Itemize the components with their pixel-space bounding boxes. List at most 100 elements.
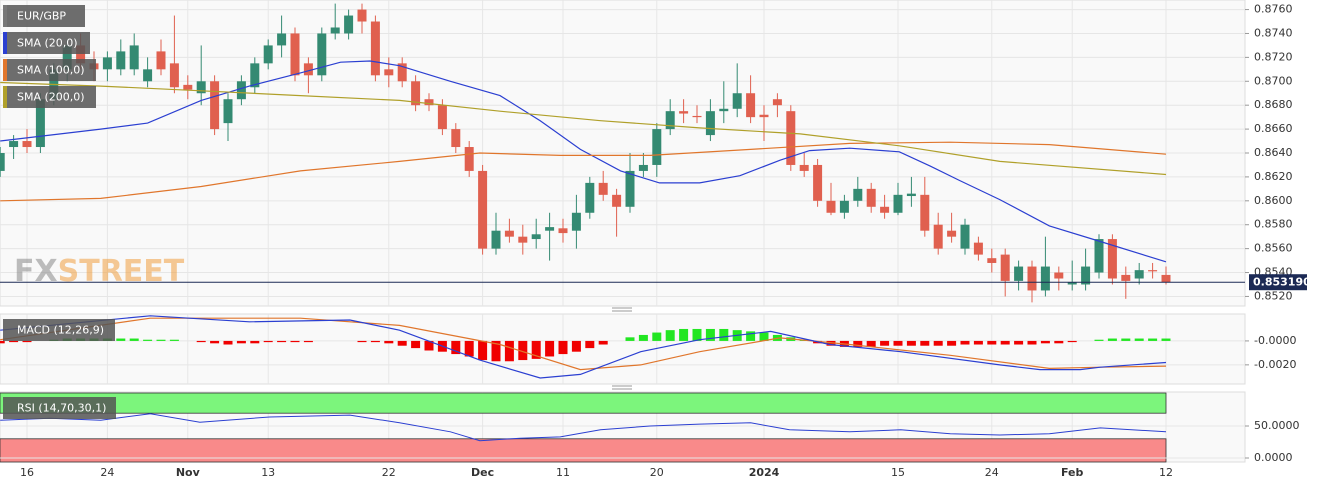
x-tick-label: 20 <box>650 466 664 479</box>
candle-body <box>303 63 313 76</box>
candle-body <box>478 170 488 249</box>
histogram-bar <box>1161 338 1171 341</box>
histogram-bar <box>129 338 139 341</box>
y-tick-label: 0.8700 <box>1254 74 1293 87</box>
candle-body <box>1067 282 1077 285</box>
histogram-bar <box>1014 340 1024 345</box>
candle-body <box>1027 266 1037 291</box>
histogram-bar <box>1054 340 1064 344</box>
candle-body <box>62 45 72 70</box>
candle-body <box>826 200 836 213</box>
candle-body <box>679 111 689 114</box>
candle-body <box>437 105 447 130</box>
legend-box <box>3 5 85 27</box>
histogram-bar <box>933 340 943 346</box>
candle-body <box>585 182 595 213</box>
histogram-bar <box>504 340 514 362</box>
histogram-bar <box>947 340 957 346</box>
candle-body <box>451 129 461 148</box>
candle-body <box>236 81 246 100</box>
candle-body <box>35 99 45 148</box>
candle-body <box>384 69 394 76</box>
histogram-bar <box>960 340 970 345</box>
y-tick-label: 0.0000 <box>1254 451 1293 464</box>
histogram-bar <box>1000 340 1010 345</box>
candle-body <box>746 93 756 118</box>
candle-body <box>0 153 5 171</box>
histogram-bar <box>451 340 461 355</box>
y-tick-label: 0.8640 <box>1254 146 1293 159</box>
histogram-bar <box>1121 338 1131 341</box>
y-tick-label: 0.8660 <box>1254 122 1293 135</box>
histogram-bar <box>880 340 890 346</box>
candle-body <box>76 45 86 64</box>
histogram-bar <box>0 340 5 344</box>
candle-body <box>290 33 300 76</box>
candle-body <box>1040 266 1050 291</box>
histogram-bar <box>705 328 715 341</box>
histogram-bar <box>210 340 220 344</box>
histogram-bar <box>906 340 916 346</box>
candle-body <box>491 230 501 249</box>
legend-swatch <box>3 86 7 108</box>
candle-body <box>732 93 742 109</box>
candle-body <box>116 51 126 70</box>
histogram-bar <box>357 340 367 343</box>
watermark: FXSTREET <box>14 254 185 289</box>
candle-body <box>22 141 32 148</box>
histogram-bar <box>638 334 648 341</box>
candle-body <box>973 242 983 255</box>
candle-body <box>518 236 528 243</box>
candle-body <box>1094 239 1104 273</box>
histogram-bar <box>746 331 756 341</box>
candle-body <box>960 224 970 249</box>
macd-line <box>0 315 1167 379</box>
histogram-bar <box>973 340 983 345</box>
macd-title: MACD (12,26,9) <box>17 324 104 337</box>
candle-body <box>317 33 327 76</box>
legend-label: SMA (20,0) <box>17 37 78 50</box>
sma-line <box>0 81 1167 176</box>
x-tick-label: 16 <box>20 466 34 479</box>
candle-body <box>357 9 367 22</box>
x-tick-label: 24 <box>985 466 999 479</box>
candle-body <box>545 227 555 231</box>
histogram-bar <box>585 340 595 349</box>
y-tick-label: 0.8760 <box>1254 3 1293 16</box>
candle-body <box>143 69 153 82</box>
candle-body <box>612 194 622 207</box>
y-tick-label: 0.8560 <box>1254 242 1293 255</box>
candle-body <box>665 111 675 130</box>
watermark-suffix: STREET <box>58 254 185 289</box>
candle-body <box>987 258 997 263</box>
candle-body <box>571 212 581 231</box>
histogram-bar <box>464 340 474 357</box>
histogram-bar <box>1094 339 1104 341</box>
candle-body <box>799 164 809 171</box>
histogram-bar <box>478 340 488 361</box>
candle-body <box>102 57 112 70</box>
histogram-bar <box>692 328 702 341</box>
candle-body <box>129 45 139 70</box>
histogram-bar <box>987 340 997 345</box>
histogram-bar <box>679 328 689 341</box>
candle-body <box>330 27 340 34</box>
histogram-bar <box>598 340 608 345</box>
y-tick-label: -0.0000 <box>1254 334 1296 347</box>
histogram-bar <box>277 340 287 343</box>
candle-body <box>277 33 287 46</box>
candle-body <box>1054 272 1064 279</box>
candle-body <box>558 228 568 234</box>
histogram-bar <box>1107 338 1117 341</box>
histogram-bar <box>250 340 260 344</box>
candle-body <box>638 164 648 171</box>
histogram-bar <box>545 340 555 357</box>
legend: EUR/GBP SMA (20,0) SMA (100,0) SMA (200,… <box>3 5 116 419</box>
candle-body <box>705 111 715 136</box>
candle-body <box>370 21 380 76</box>
candle-body <box>9 141 19 148</box>
last-price-box <box>1249 274 1307 291</box>
histogram-bar <box>196 340 206 343</box>
x-tick-label: Feb <box>1061 466 1084 479</box>
histogram-bar <box>625 337 635 341</box>
